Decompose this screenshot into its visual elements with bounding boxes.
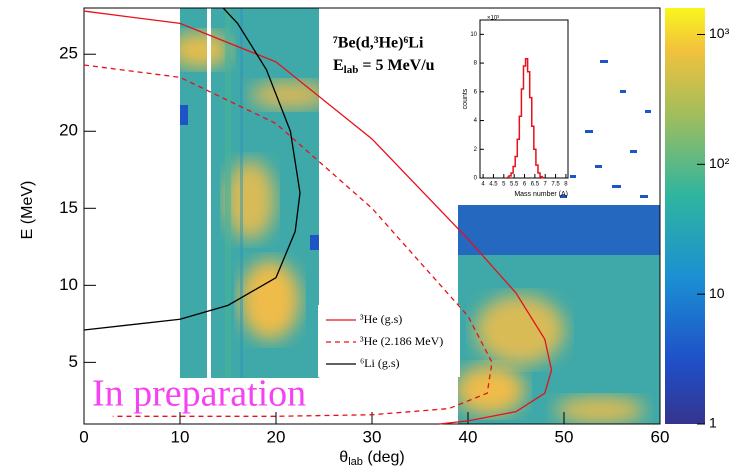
x-tick-label: 0 — [79, 427, 88, 446]
histogram — [506, 58, 545, 179]
inset-x-tick-label: 8 — [564, 182, 568, 188]
energy-sub: lab — [344, 64, 359, 76]
inset-y-tick-label: 0 — [474, 176, 478, 182]
inset-y-tick-label: 10 — [470, 32, 477, 38]
x-tick-label: 60 — [651, 427, 670, 446]
energy-e: E — [333, 57, 344, 74]
y-tick-label: 20 — [59, 121, 78, 140]
x-tick-label: 10 — [171, 427, 190, 446]
x-axis-label: θlab (deg) — [339, 449, 404, 468]
curve — [83, 7, 301, 331]
inset-y-tick-label: 8 — [474, 61, 478, 67]
reaction-label: ⁷Be(d,³He)⁶Li — [333, 35, 424, 52]
legend-label: ³He (g.s) — [360, 312, 402, 326]
colorbar-tick-label: 10³ — [709, 25, 730, 41]
x-tick-label: 30 — [363, 427, 382, 446]
x-tick-label: 40 — [459, 427, 478, 446]
curve — [83, 64, 493, 417]
curve — [83, 10, 553, 425]
inset-x-tick-label: 4.5 — [489, 182, 498, 188]
colorbar-tick-label: 1 — [709, 415, 717, 431]
x-tick-label: 50 — [555, 427, 574, 446]
inset-x-tick-label: 7.5 — [551, 182, 560, 188]
inset-y-tick-label: 6 — [474, 89, 478, 95]
colorbar-tick-label: 10 — [709, 285, 725, 301]
watermark: In preparation — [92, 373, 306, 415]
inset-y-tick-label: 4 — [474, 118, 478, 124]
colorbar-tick-label: 10² — [709, 155, 730, 171]
energy-value: = 5 MeV/u — [358, 57, 434, 74]
inset-x-tick-label: 6 — [523, 182, 527, 188]
heatmap — [180, 8, 660, 424]
colorbar — [665, 8, 705, 424]
energy-label: Elab = 5 MeV/u — [333, 57, 435, 76]
inset-exponent: ×10³ — [487, 16, 499, 22]
inset-x-tick-label: 6.5 — [531, 182, 540, 188]
y-axis-label: E (MeV) — [19, 181, 36, 240]
inset-x-tick-label: 7 — [544, 182, 548, 188]
inset-x-tick-label: 5 — [502, 182, 506, 188]
x-label-theta: θ — [339, 449, 348, 466]
inset-y-label: counts — [462, 88, 469, 109]
inset-frame — [479, 19, 569, 179]
inset-x-tick-label: 5.5 — [510, 182, 519, 188]
x-label-unit: (deg) — [363, 449, 405, 466]
inset-x-tick-label: 4 — [481, 182, 485, 188]
inset-y-tick-label: 2 — [474, 147, 478, 153]
x-tick-label: 20 — [267, 427, 286, 446]
y-tick-label: 25 — [59, 44, 78, 63]
legend-label: ⁶Li (g.s) — [360, 356, 400, 370]
legend-label: ³He (2.186 MeV) — [360, 334, 443, 348]
y-tick-label: 10 — [59, 275, 78, 294]
inset-x-label: Mass number (A) — [514, 191, 568, 198]
y-tick-label: 15 — [59, 198, 78, 217]
legend-box — [318, 305, 460, 377]
y-tick-label: 5 — [69, 352, 78, 371]
x-label-sub: lab — [348, 456, 363, 468]
